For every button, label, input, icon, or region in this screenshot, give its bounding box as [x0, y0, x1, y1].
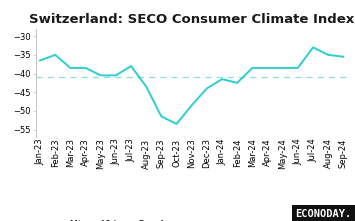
- Legend: Minus 40 Long-Run Average: Minus 40 Long-Run Average: [40, 219, 196, 221]
- Text: ECONODAY.: ECONODAY.: [295, 209, 351, 219]
- Title: Switzerland: SECO Consumer Climate Index: Switzerland: SECO Consumer Climate Index: [29, 13, 354, 26]
